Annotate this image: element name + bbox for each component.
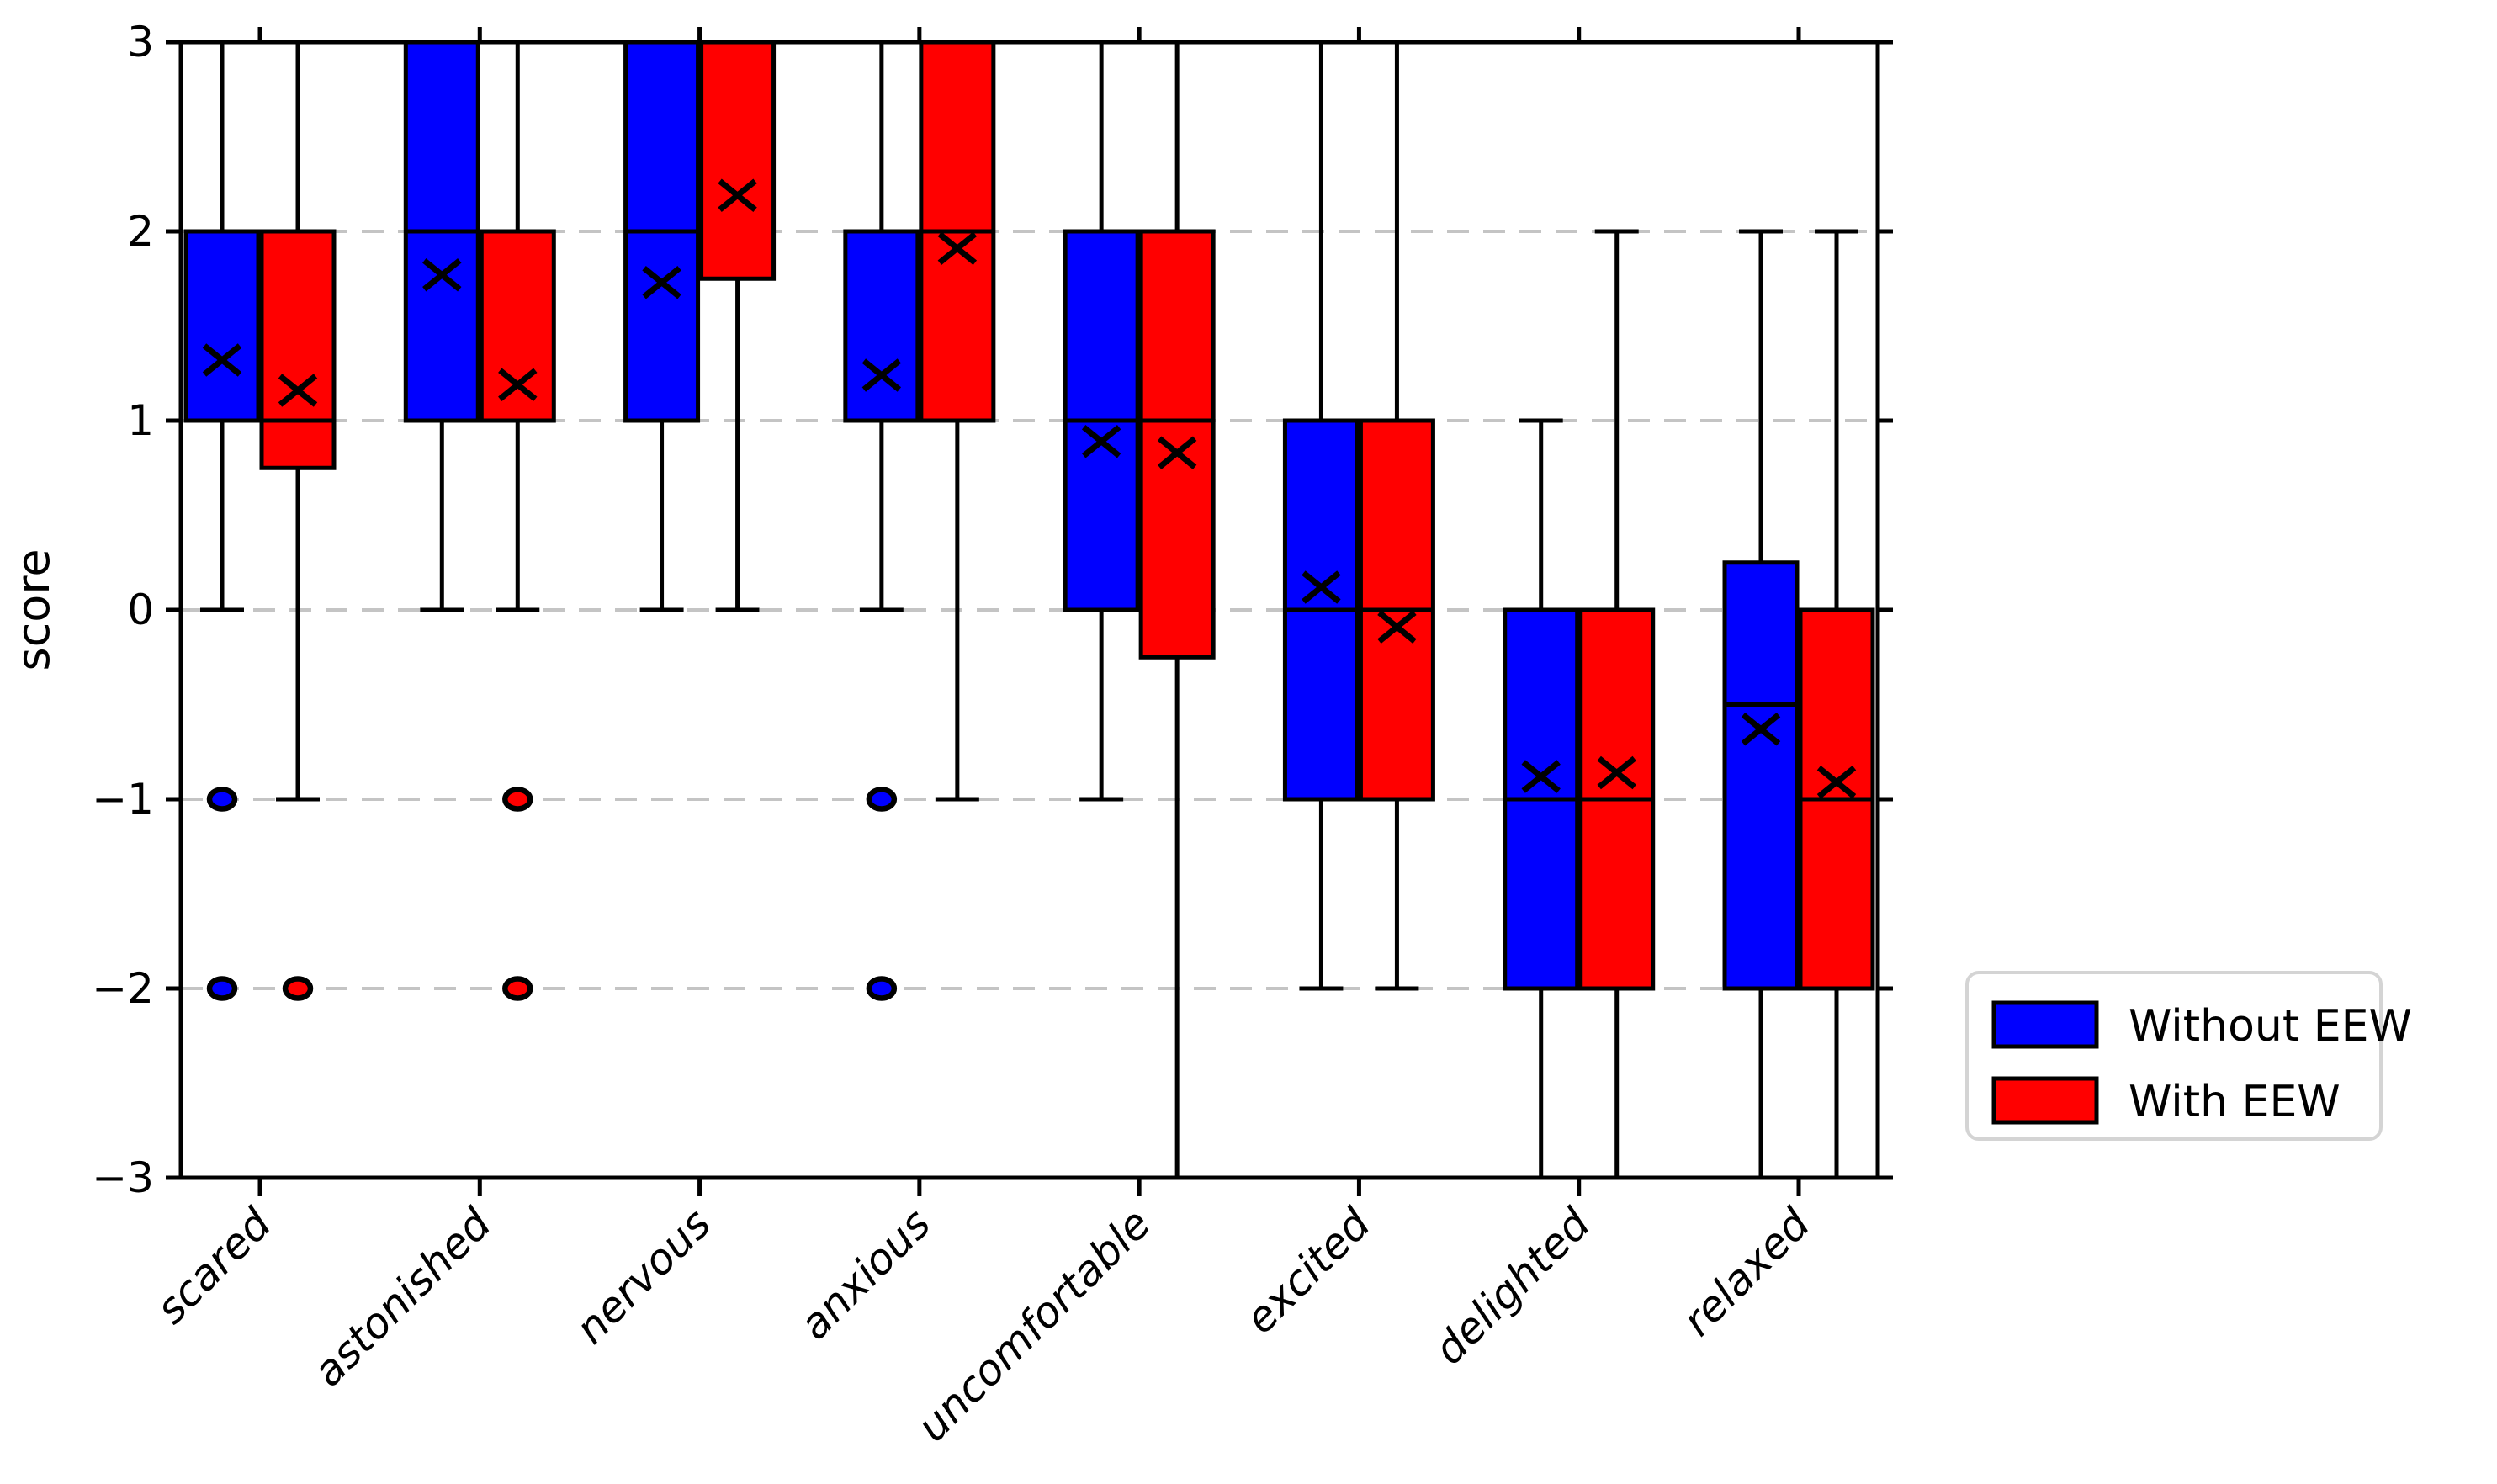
mean-x-marker-without-eew-nervous [642,266,681,299]
x-tick-label-scared: scared [146,1199,280,1333]
mean-x-marker-without-eew-delighted [1521,760,1561,793]
outlier-dot-without-eew-scared-at--1 [206,787,238,812]
mean-x-marker-without-eew-relaxed [1741,713,1781,746]
outlier-dot-with-eew-scared-at--2 [282,976,314,1001]
outlier-dot-without-eew-scared-at--2 [206,976,238,1001]
y-tick-label--2: −2 [92,964,154,1013]
y-tick-label--3: −3 [92,1153,154,1202]
mean-x-marker-with-eew-excited [1377,610,1417,644]
y-tick-label-2: 2 [127,207,154,256]
x-tick-label-excited: excited [1236,1199,1380,1343]
box-with-eew-uncomfortable [1138,229,1216,660]
box-with-eew-scared [259,229,337,470]
outlier-dot-with-eew-astonished-at--1 [502,787,533,812]
x-tick-label-relaxed: relaxed [1673,1199,1820,1345]
mean-x-marker-without-eew-astonished [422,258,462,292]
outlier-dot-without-eew-anxious-at--2 [866,976,898,1001]
box-without-eew-anxious [843,229,920,423]
mean-x-marker-without-eew-excited [1302,570,1341,604]
y-tick-label--1: −1 [92,775,154,824]
mean-x-marker-without-eew-anxious [861,358,902,392]
x-tick-label-astonished: astonished [304,1199,501,1396]
x-tick-label-nervous: nervous [566,1199,720,1353]
legend-swatch-with-eew [1991,1076,2099,1125]
legend-swatch-without-eew [1991,1000,2099,1049]
mean-x-marker-with-eew-uncomfortable [1157,436,1197,469]
mean-x-marker-with-eew-astonished [498,368,538,401]
box-with-eew-nervous [699,40,777,281]
mean-x-marker-with-eew-scared [278,374,318,407]
mean-x-marker-without-eew-scared [202,343,242,377]
box-without-eew-relaxed [1722,560,1800,991]
x-tick-label-delighted: delighted [1424,1199,1599,1374]
outlier-dot-with-eew-astonished-at--2 [502,976,533,1001]
box-with-eew-astonished [479,229,556,423]
mean-x-marker-with-eew-nervous [718,178,757,212]
legend-label-without-eew: Without EEW [2129,1001,2412,1052]
mean-x-marker-with-eew-delighted [1597,755,1636,790]
x-tick-label-uncomfortable: uncomfortable [908,1199,1160,1451]
outlier-dot-without-eew-anxious-at--1 [866,787,898,812]
mean-x-marker-with-eew-relaxed [1816,766,1857,799]
y-axis-label: score [7,549,60,670]
box-without-eew-scared [183,229,261,423]
y-tick-label-0: 0 [127,586,154,634]
mean-x-marker-without-eew-uncomfortable [1081,425,1121,458]
legend-label-with-eew: With EEW [2129,1077,2341,1127]
x-tick-label-anxious: anxious [790,1199,940,1349]
y-tick-label-3: 3 [127,18,154,66]
mean-x-marker-with-eew-anxious [937,231,978,265]
y-tick-label-1: 1 [127,396,154,445]
